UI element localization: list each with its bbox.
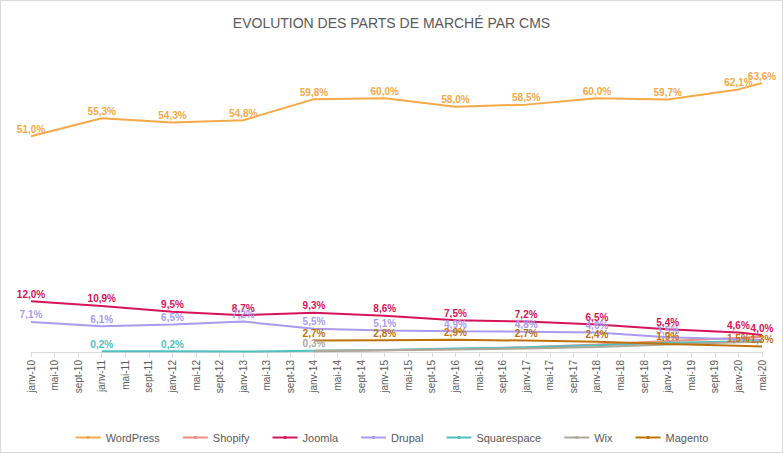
svg-text:Joomla: Joomla	[303, 432, 339, 444]
svg-text:sept-13: sept-13	[285, 360, 296, 394]
svg-text:mai-16: mai-16	[474, 360, 485, 391]
svg-text:1,5%: 1,5%	[727, 333, 750, 344]
svg-text:janv-19: janv-19	[662, 360, 673, 394]
svg-text:7,2%: 7,2%	[232, 309, 255, 320]
svg-text:sept-11: sept-11	[143, 360, 154, 393]
svg-text:7,2%: 7,2%	[514, 309, 538, 321]
svg-text:sept-14: sept-14	[356, 360, 367, 394]
svg-text:sept-16: sept-16	[497, 360, 508, 394]
svg-text:60,0%: 60,0%	[583, 86, 611, 97]
svg-text:janv-15: janv-15	[379, 360, 390, 394]
svg-text:sept-10: sept-10	[73, 360, 84, 394]
svg-text:2,7%: 2,7%	[303, 328, 326, 339]
svg-text:4,6%: 4,6%	[585, 320, 609, 331]
svg-text:janv-18: janv-18	[591, 360, 602, 394]
svg-text:4,8%: 4,8%	[514, 319, 538, 331]
svg-text:2,8%: 2,8%	[373, 328, 396, 339]
svg-text:janv-11: janv-11	[96, 360, 107, 393]
svg-text:5,5%: 5,5%	[303, 316, 326, 327]
svg-text:4,9%: 4,9%	[444, 318, 467, 330]
svg-text:10,9%: 10,9%	[88, 293, 116, 304]
svg-text:7,1%: 7,1%	[20, 309, 43, 320]
svg-text:63,6%: 63,6%	[748, 71, 776, 82]
svg-text:51,0%: 51,0%	[17, 124, 45, 135]
svg-text:54,3%: 54,3%	[158, 110, 186, 121]
svg-text:janv-12: janv-12	[167, 360, 178, 394]
svg-text:1,3%: 1,3%	[751, 334, 774, 345]
svg-text:mai-18: mai-18	[615, 360, 626, 391]
svg-text:58,5%: 58,5%	[512, 92, 540, 103]
svg-text:0,2%: 0,2%	[90, 339, 113, 350]
svg-text:janv-16: janv-16	[450, 360, 461, 394]
svg-text:12,0%: 12,0%	[17, 289, 45, 300]
svg-text:sept-19: sept-19	[709, 360, 720, 394]
svg-text:59,8%: 59,8%	[300, 87, 328, 98]
svg-text:sept-15: sept-15	[426, 360, 437, 394]
svg-text:Squarespace: Squarespace	[476, 432, 541, 444]
svg-text:0,2%: 0,2%	[161, 339, 184, 350]
svg-text:EVOLUTION DES PARTS DE MARCHÉ: EVOLUTION DES PARTS DE MARCHÉ PAR CMS	[233, 15, 550, 31]
svg-text:9,5%: 9,5%	[161, 299, 184, 310]
svg-text:Shopify: Shopify	[213, 432, 250, 444]
svg-text:6,5%: 6,5%	[161, 312, 184, 323]
svg-text:mai-11: mai-11	[120, 360, 131, 390]
svg-text:59,7%: 59,7%	[653, 87, 681, 98]
svg-text:2,7%: 2,7%	[515, 328, 538, 339]
svg-text:janv-10: janv-10	[26, 360, 37, 394]
svg-text:62,1%: 62,1%	[724, 76, 753, 88]
svg-text:janv-20: janv-20	[733, 360, 744, 394]
svg-text:54,8%: 54,8%	[229, 108, 257, 119]
svg-text:sept-17: sept-17	[568, 360, 579, 394]
svg-text:0,3%: 0,3%	[303, 338, 326, 349]
svg-text:mai-19: mai-19	[686, 360, 697, 391]
svg-text:55,3%: 55,3%	[88, 106, 116, 117]
svg-text:5,4%: 5,4%	[656, 316, 680, 328]
svg-text:mai-17: mai-17	[544, 360, 555, 391]
svg-text:60,0%: 60,0%	[371, 86, 399, 97]
svg-text:Magento: Magento	[666, 432, 709, 444]
svg-text:mai-10: mai-10	[49, 360, 60, 391]
svg-text:sept-12: sept-12	[214, 360, 225, 394]
svg-text:mai-12: mai-12	[191, 360, 202, 391]
svg-text:janv-17: janv-17	[521, 360, 532, 394]
svg-text:mai-13: mai-13	[261, 360, 272, 391]
svg-text:janv-13: janv-13	[238, 360, 249, 394]
svg-text:5,1%: 5,1%	[373, 317, 397, 329]
svg-text:1,9%: 1,9%	[656, 331, 679, 342]
svg-text:Wix: Wix	[594, 432, 613, 444]
svg-text:6,1%: 6,1%	[90, 314, 113, 325]
svg-text:mai-15: mai-15	[403, 360, 414, 391]
svg-text:2,9%: 2,9%	[444, 327, 467, 338]
svg-text:mai-14: mai-14	[332, 360, 343, 391]
svg-text:4,6%: 4,6%	[727, 320, 750, 331]
svg-text:sept-18: sept-18	[639, 360, 650, 394]
svg-text:WordPress: WordPress	[106, 432, 161, 444]
svg-text:janv-14: janv-14	[308, 360, 319, 394]
svg-text:6,5%: 6,5%	[585, 312, 609, 323]
svg-text:4,0%: 4,0%	[751, 323, 774, 334]
svg-text:mai-20: mai-20	[757, 360, 768, 391]
svg-text:7,5%: 7,5%	[444, 308, 467, 319]
svg-text:3,5%: 3,5%	[656, 324, 680, 336]
svg-text:58,0%: 58,0%	[441, 94, 469, 105]
svg-text:2,4%: 2,4%	[586, 329, 609, 340]
svg-text:Drupal: Drupal	[391, 432, 423, 444]
svg-text:9,3%: 9,3%	[303, 300, 326, 311]
svg-text:8,6%: 8,6%	[373, 303, 396, 314]
